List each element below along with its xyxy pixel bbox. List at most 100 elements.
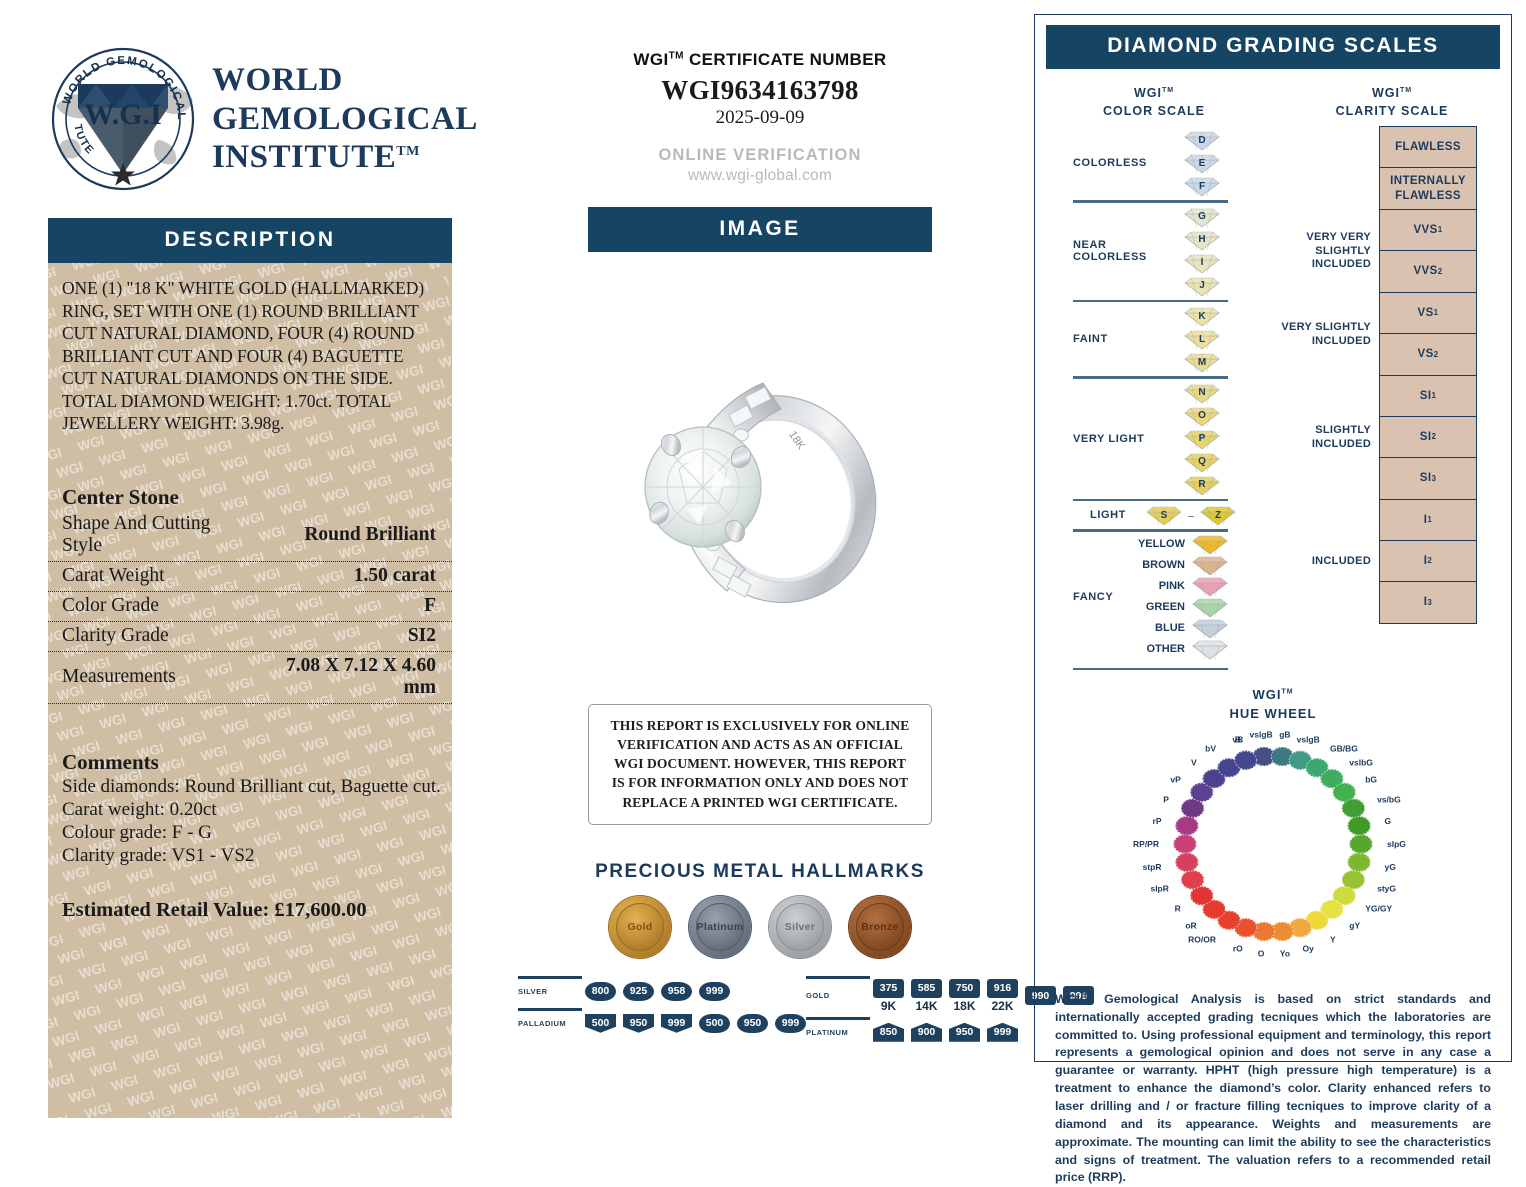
fancy-color-name: OTHER [1146, 643, 1186, 655]
color-gem-stack: N O P Q R [1181, 382, 1223, 496]
certificate-number-label: WGITM CERTIFICATE NUMBER [633, 50, 887, 69]
center-stone-table: Shape And Cutting Style Round Brilliant Ca… [48, 509, 452, 704]
spec-row: Measurements 7.08 X 7.12 X 4.60 mm [48, 651, 452, 704]
color-grade-gem: E [1181, 152, 1223, 174]
hue-bead [1349, 834, 1373, 854]
hue-label: vP [1170, 774, 1181, 784]
clarity-scale-heading: WGITM CLARITY SCALE [1335, 86, 1449, 118]
hallmark-chip: 958 [661, 981, 692, 1001]
fancy-color-name: PINK [1158, 580, 1185, 592]
color-grade-gem: J [1181, 275, 1223, 297]
spec-value: SI2 [252, 621, 452, 652]
clarity-grade-cell: VVS 2 [1380, 251, 1476, 292]
fancy-color-gem [1192, 577, 1228, 597]
comment-line: Carat weight: 0.20ct [62, 798, 217, 820]
spec-row: Shape And Cutting Style Round Brilliant [48, 509, 452, 562]
hue-bead [1332, 782, 1356, 802]
hue-label: stpR [1143, 862, 1162, 872]
fancy-color-name: GREEN [1145, 601, 1185, 613]
color-group: COLORLESS D E F [1073, 126, 1265, 200]
hue-bead [1288, 750, 1312, 770]
ring-illustration: 18K [644, 382, 877, 604]
hallmark-chip: 925 [623, 981, 654, 1001]
color-grade-letter: J [1199, 280, 1205, 291]
clarity-grade-cell: SI 2 [1380, 417, 1476, 458]
comments-title: Comments [62, 749, 159, 774]
fancy-color-name: YELLOW [1137, 538, 1185, 550]
hue-label: vB [1232, 734, 1243, 744]
hallmark-chip: 585 [911, 978, 942, 998]
fancy-color-row: OTHER [1121, 639, 1231, 660]
scale-headings: WGITM COLOR SCALE WGITM CLARITY SCALE [1035, 85, 1511, 120]
color-grade-letter: K [1198, 310, 1206, 322]
hue-bead [1173, 834, 1197, 854]
hue-label: gB [1279, 729, 1290, 739]
clarity-grade-cell: VS 1 [1380, 293, 1476, 334]
hallmark-karat: 9K [880, 998, 897, 1013]
image-section: IMAGE [500, 185, 1020, 252]
hue-label: vs/bG [1377, 794, 1401, 804]
hue-bead [1202, 768, 1226, 788]
color-grade-letter: P [1198, 433, 1206, 444]
color-grade-letter: E [1198, 157, 1206, 169]
hallmark-chip: 950 [737, 1013, 768, 1033]
clarity-grade-cell: VS 2 [1380, 334, 1476, 375]
color-group-name: VERY LIGHT [1073, 432, 1145, 445]
clarity-group: VERY SLIGHTLY INCLUDED VS 1 VS 2 [1277, 293, 1477, 376]
color-grade-letter: Q [1198, 456, 1206, 467]
hallmark-chip: 916 [987, 978, 1018, 998]
online-verification-label: ONLINE VERIFICATION [658, 146, 862, 164]
spec-row: Carat Weight 1.50 carat [48, 561, 452, 592]
color-grade-gem: K [1181, 305, 1223, 327]
color-group-divider [1073, 529, 1228, 532]
clarity-cell-group: FLAWLESS INTERNALLY FLAWLESS [1379, 126, 1477, 210]
color-grade-gem: Z [1197, 504, 1239, 526]
fancy-group: FANCY YELLOW BROWN PINK GREEN BLUE OTHER [1073, 532, 1265, 662]
certificate-date: 2025-09-09 [715, 107, 805, 128]
fancy-color-row: BLUE [1121, 618, 1231, 639]
hallmark-metal-label: GOLD [806, 991, 830, 1001]
color-grade-letter: N [1198, 387, 1206, 398]
brand-name: WORLD GEMOLOGICAL INSTITUTETM [212, 61, 478, 178]
hue-label: G [1385, 816, 1392, 826]
hue-bead [1175, 815, 1199, 835]
color-group: NEAR COLORLESS G H I J [1073, 203, 1265, 300]
fancy-label: FANCY [1073, 590, 1114, 603]
hue-label: styG [1377, 883, 1396, 893]
hallmark-chip: 999 [661, 1013, 692, 1033]
clarity-group-name: VERY SLIGHTLY INCLUDED [1281, 320, 1372, 347]
online-verification-url[interactable]: www.wgi-global.com [687, 167, 832, 184]
color-grade-gem: D [1181, 129, 1223, 151]
color-grade-letter: L [1198, 333, 1206, 345]
hue-bead [1202, 899, 1226, 919]
color-grade-letter: S [1160, 509, 1168, 521]
hue-label: P [1163, 794, 1169, 804]
grading-scales-header: DIAMOND GRADING SCALES [1046, 25, 1500, 69]
color-grade-letter: F [1198, 180, 1206, 192]
clarity-cell-group: VS 1 VS 2 [1379, 293, 1477, 376]
brand-line-3: INSTITUTETM [212, 139, 420, 176]
hallmark-chip: 999 [699, 981, 730, 1001]
hallmark-chip: 900 [911, 1022, 942, 1042]
hallmark-karat: 14K [915, 998, 938, 1013]
color-grade-letter: G [1198, 211, 1206, 222]
color-group: FAINT K L M [1073, 302, 1265, 376]
hue-label: vslbG [1349, 757, 1373, 767]
spec-value: 7.08 X 7.12 X 4.60 mm [252, 651, 452, 704]
spec-row: Color Grade F [48, 591, 452, 622]
hallmark-rule [806, 975, 870, 979]
color-grade-letter: O [1198, 410, 1206, 421]
middle-column: WGITM CERTIFICATE NUMBER WGI9634163798 2… [500, 0, 1094, 1080]
hue-bead [1181, 869, 1205, 889]
hallmark-group: PLATINUM 850 900 950 999 [806, 1016, 1094, 1045]
color-grade-letter: H [1198, 234, 1206, 245]
hue-label: O [1258, 948, 1265, 958]
clarity-grade-cell: SI 3 [1380, 458, 1476, 499]
hallmark-karat: 22K [991, 998, 1014, 1013]
hue-label: Oy [1303, 943, 1315, 953]
fancy-color-row: BROWN [1121, 555, 1231, 576]
hue-label: rO [1233, 943, 1243, 953]
